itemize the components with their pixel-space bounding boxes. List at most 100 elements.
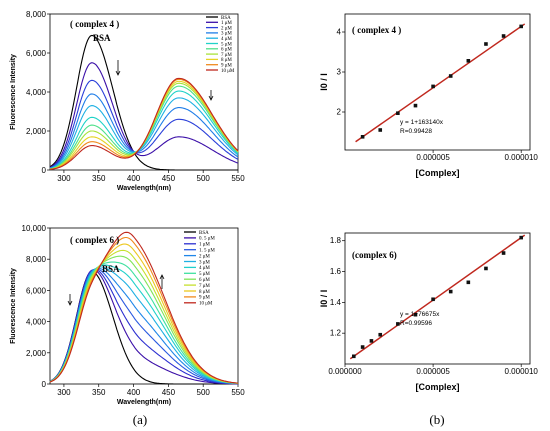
y-tick-label: 1.6 [330, 267, 342, 276]
x-tick-label: 500 [197, 388, 211, 397]
x-tick-label: 400 [127, 174, 141, 183]
data-point [360, 345, 365, 349]
legend-label: 7 μM [221, 53, 232, 58]
series-line-3μM [49, 93, 239, 169]
legend-label: 2 μM [221, 26, 232, 31]
legend-label: 7 μM [199, 284, 210, 289]
y-tick-label: 2,000 [26, 127, 47, 136]
data-point [519, 235, 523, 240]
y-tick-label: 6,000 [26, 286, 47, 295]
x-tick-label: 500 [197, 174, 211, 183]
fit-equation: y = 1+163140x [400, 119, 444, 126]
data-point [369, 339, 374, 343]
spectra-panel-p1: 300 350 400 450 500 550 0 2,000 4,000 6,000 8,000 W… [10, 10, 245, 192]
legend-label: 3 μM [221, 32, 232, 37]
x-tick-label: 0.000005 [416, 153, 450, 162]
series-line-10μM [49, 231, 239, 384]
x-tick-label: 0.000000 [328, 367, 362, 376]
y-tick-label: 1.2 [330, 329, 342, 338]
legend-label: 1 μM [221, 21, 232, 26]
series-line-BSA [49, 34, 238, 171]
bsa-annotation: BSA [102, 264, 120, 274]
bsa-annotation: BSA [93, 33, 111, 43]
legend-label: 10 μM [221, 69, 235, 74]
y-tick-label: 4,000 [26, 88, 47, 97]
y-tick-label: 1.8 [330, 236, 342, 245]
spectra-panel-p2: 300 350 400 450 500 550 0 2,000 4,000 6,000 8,000 1… [10, 224, 245, 406]
fit-equation: y = 1+76675x [400, 311, 440, 318]
y-tick-label: 2,000 [26, 349, 47, 358]
x-tick-label: 0.000005 [416, 367, 450, 376]
y-tick-label: 8,000 [26, 255, 47, 264]
legend-label: 6 μM [199, 278, 210, 283]
y-tick-label: 3 [337, 68, 342, 77]
x-tick-label: 450 [162, 174, 176, 183]
plot-frame [344, 232, 531, 365]
data-point [396, 322, 400, 326]
data-point [501, 34, 506, 38]
x-tick-label: 0.000010 [505, 153, 539, 162]
x-tick-label: 350 [92, 388, 106, 397]
data-point [360, 135, 365, 139]
legend-label: 10 μM [199, 302, 213, 307]
legend-label: 3 μM [199, 260, 210, 265]
data-point [466, 59, 471, 63]
legend-label: 2 μM [199, 254, 210, 259]
series-line-5μM [49, 90, 239, 170]
series-line-4μM [49, 97, 239, 169]
trend-arrowhead [115, 70, 121, 76]
trend-arrowhead [67, 300, 73, 306]
y-axis-label: Fluorescence Intensity [10, 54, 17, 130]
y-tick-label: 2 [337, 108, 342, 117]
x-tick-label: 450 [162, 388, 176, 397]
x-axis-label: Wavelength(nm) [117, 185, 171, 192]
series-line-2μM [49, 79, 239, 169]
y-tick-label: 8,000 [26, 10, 47, 19]
legend-label: 9 μM [221, 64, 232, 69]
y-tick-label: 4 [337, 28, 342, 37]
y-tick-label: 4,000 [26, 318, 47, 327]
trend-arrowhead [159, 274, 165, 280]
panel-label-a: (a) [133, 412, 147, 427]
data-point [466, 280, 471, 285]
panel-label-b: (b) [429, 412, 444, 427]
data-point [396, 111, 400, 115]
legend-label: 1 μM [199, 243, 210, 248]
fit-r-value: R=0.99596 [400, 320, 432, 327]
data-point [413, 103, 418, 108]
data-point [519, 24, 523, 29]
legend-label: 9 μM [199, 296, 210, 301]
fit-line [349, 234, 526, 360]
series-line-1μM [49, 62, 239, 168]
legend-label: BSA [221, 16, 231, 21]
x-tick-label: 350 [92, 174, 106, 183]
legend-label: 8 μM [221, 58, 232, 63]
series-line-10μM [49, 77, 239, 170]
y-tick-label: 0 [42, 380, 47, 389]
data-point [448, 289, 453, 294]
y-axis-label: I0 / I [319, 73, 329, 91]
stern-volmer-panel-p4: 0.000000 0.000005 0.000010 1.2 1.4 1.6 1.8 [Com… [319, 232, 539, 392]
x-axis-label: [Complex] [415, 168, 459, 178]
x-axis-label: [Complex] [415, 382, 459, 392]
y-axis-label: I0 / I [319, 290, 329, 308]
x-tick-label: 0.000010 [505, 367, 539, 376]
legend-label: 8 μM [199, 290, 210, 295]
data-point [378, 332, 383, 337]
fit-line [355, 23, 526, 143]
x-tick-label: 400 [127, 388, 141, 397]
legend-label: 4 μM [221, 37, 232, 42]
x-tick-label: 300 [57, 388, 71, 397]
panel-title: (complex 6) [352, 250, 397, 260]
data-point [448, 74, 453, 78]
legend-label: BSA [199, 231, 209, 236]
x-tick-label: 550 [231, 174, 245, 183]
y-tick-label: 0 [42, 166, 47, 175]
legend-label: 5 μM [199, 272, 210, 277]
x-tick-label: 550 [231, 388, 245, 397]
data-point [431, 84, 435, 89]
y-tick-label: 1.4 [330, 298, 342, 307]
data-point [501, 251, 506, 255]
